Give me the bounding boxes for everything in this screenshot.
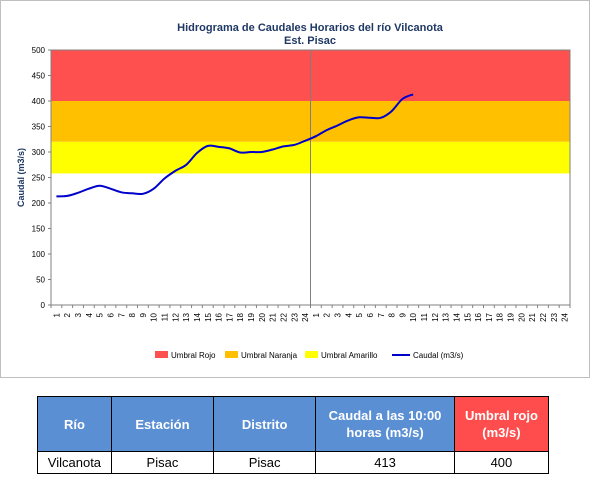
cell-rio: Vilcanota	[37, 451, 112, 474]
x-tick-label: 13	[182, 312, 191, 321]
x-tick-label: 8	[388, 312, 397, 317]
x-tick-label: 24	[301, 312, 310, 321]
y-tick-label: 450	[32, 72, 46, 81]
header-caudal: Caudal a las 10:00 horas (m3/s)	[315, 396, 455, 452]
x-tick-label: 14	[452, 312, 461, 321]
y-tick-label: 150	[32, 225, 46, 234]
cell-caudal: 413	[315, 451, 455, 474]
legend-swatch	[305, 351, 318, 358]
summary-table: Río Estación Distrito Caudal a las 10:00…	[37, 396, 550, 474]
y-tick-label: 200	[32, 199, 46, 208]
x-tick-label: 17	[225, 312, 234, 321]
legend-swatch	[155, 351, 168, 358]
y-axis-label: Caudal (m3/s)	[16, 148, 26, 207]
x-tick-label: 20	[517, 312, 526, 321]
x-tick-label: 12	[431, 312, 440, 321]
y-tick-label: 300	[32, 148, 46, 157]
x-tick-label: 17	[485, 312, 494, 321]
x-tick-label: 10	[150, 312, 159, 321]
x-tick-label: 5	[355, 312, 364, 317]
legend-swatch	[225, 351, 238, 358]
x-tick-label: 7	[117, 312, 126, 317]
y-tick-label: 50	[36, 276, 45, 285]
x-tick-label: 7	[377, 312, 386, 317]
header-umbral-rojo: Umbral rojo (m3/s)	[453, 396, 550, 452]
cell-umbral-rojo: 400	[453, 451, 550, 474]
header-rio: Río	[37, 396, 112, 452]
x-tick-label: 9	[139, 312, 148, 317]
x-tick-label: 6	[366, 312, 375, 317]
x-tick-label: 1	[52, 312, 61, 317]
x-tick-label: 2	[323, 312, 332, 317]
chart-subtitle: Est. Pisac	[284, 35, 336, 47]
x-tick-label: 16	[215, 312, 224, 321]
x-tick-label: 5	[96, 312, 105, 317]
legend-label: Umbral Amarillo	[321, 351, 378, 360]
x-tick-label: 13	[442, 312, 451, 321]
x-tick-label: 14	[193, 312, 202, 321]
x-tick-label: 3	[334, 312, 343, 317]
x-tick-label: 19	[507, 312, 516, 321]
x-tick-label: 16	[474, 312, 483, 321]
x-tick-label: 2	[63, 312, 72, 317]
header-distrito: Distrito	[213, 396, 317, 452]
hydrograph-chart: Hidrograma de Caudales Horarios del río …	[16, 22, 571, 360]
chart-title: Hidrograma de Caudales Horarios del río …	[177, 22, 444, 34]
x-tick-label: 4	[85, 312, 94, 317]
x-tick-label: 8	[128, 312, 137, 317]
x-tick-label: 24	[561, 312, 570, 321]
y-tick-label: 400	[32, 97, 46, 106]
cell-distrito: Pisac	[213, 451, 317, 474]
table-row: Vilcanota Pisac Pisac 413 400	[37, 451, 550, 474]
header-estacion: Estación	[110, 396, 215, 452]
y-tick-label: 100	[32, 250, 46, 259]
chart-frame	[0, 0, 590, 378]
x-tick-label: 18	[496, 312, 505, 321]
table-header-row: Río Estación Distrito Caudal a las 10:00…	[37, 396, 550, 452]
x-tick-label: 10	[409, 312, 418, 321]
x-tick-label: 22	[279, 312, 288, 321]
x-tick-label: 23	[550, 312, 559, 321]
x-tick-label: 3	[74, 312, 83, 317]
x-tick-label: 4	[344, 312, 353, 317]
x-tick-label: 12	[171, 312, 180, 321]
y-tick-label: 250	[32, 174, 46, 183]
series-line-caudal	[56, 93, 414, 198]
y-tick-label: 0	[41, 301, 46, 310]
x-tick-label: 11	[161, 312, 170, 321]
x-tick-label: 20	[258, 312, 267, 321]
x-tick-label: 15	[463, 312, 472, 321]
x-tick-label: 22	[539, 312, 548, 321]
x-tick-label: 9	[398, 312, 407, 317]
x-tick-label: 23	[290, 312, 299, 321]
x-tick-label: 11	[420, 312, 429, 321]
y-tick-label: 500	[32, 46, 46, 55]
legend-label: Umbral Naranja	[241, 351, 298, 360]
x-tick-label: 18	[236, 312, 245, 321]
x-tick-label: 19	[247, 312, 256, 321]
x-tick-label: 15	[204, 312, 213, 321]
legend-label: Umbral Rojo	[171, 351, 216, 360]
legend-label: Caudal (m3/s)	[413, 351, 464, 360]
cell-estacion: Pisac	[110, 451, 215, 474]
x-tick-label: 21	[528, 312, 537, 321]
x-tick-label: 21	[269, 312, 278, 321]
x-tick-label: 1	[312, 312, 321, 317]
y-tick-label: 350	[32, 123, 46, 132]
x-tick-label: 6	[106, 312, 115, 317]
